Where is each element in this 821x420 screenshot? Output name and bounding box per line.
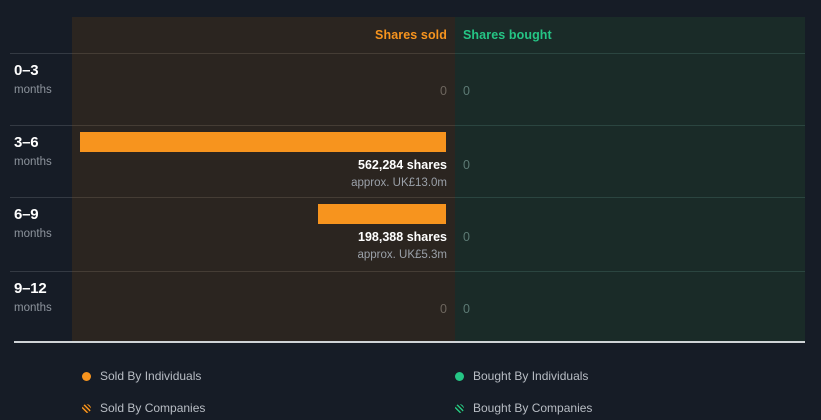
shares-sold-value: 562,284 shares [358, 158, 447, 172]
legend-hatched-dot-icon [82, 404, 91, 413]
chart-legend: Sold By Individuals Sold By Companies Boug… [0, 360, 821, 420]
row-category-unit: months [14, 228, 52, 240]
row-divider [10, 53, 72, 54]
table-row[interactable]: 3–6 months 562,284 shares approx. UK£13.0m 0 [0, 125, 821, 197]
shares-sold-value: 198,388 shares [358, 230, 447, 244]
row-category-unit: months [14, 302, 52, 314]
row-divider [10, 125, 72, 126]
row-category-label: 3–6 [14, 134, 39, 151]
table-row[interactable]: 6–9 months 198,388 shares approx. UK£5.3m 0 [0, 197, 821, 271]
table-row[interactable]: 9–12 months 0 0 [0, 271, 821, 341]
row-divider [10, 197, 72, 198]
row-divider [455, 125, 805, 126]
legend-item[interactable]: Bought By Companies [455, 400, 592, 416]
legend-item-label: Sold By Individuals [100, 369, 202, 383]
legend-dot-icon [82, 372, 91, 381]
shares-bought-column-panel [455, 17, 805, 341]
shares-sold-value: 0 [440, 84, 447, 98]
row-divider [10, 271, 72, 272]
shares-bought-value: 0 [463, 84, 470, 98]
row-divider [72, 125, 455, 126]
legend-item[interactable]: Sold By Companies [82, 400, 205, 416]
row-divider [72, 271, 455, 272]
shares-sold-approx-value: approx. UK£13.0m [351, 177, 447, 189]
row-category-label: 6–9 [14, 206, 39, 223]
row-divider [72, 197, 455, 198]
row-divider [72, 53, 455, 54]
chart-header: Shares sold Shares bought [0, 17, 821, 53]
shares-sold-bar[interactable] [80, 132, 446, 152]
row-category-unit: months [14, 84, 52, 96]
row-category-label: 9–12 [14, 280, 47, 297]
shares-bought-value: 0 [463, 158, 470, 172]
row-category-unit: months [14, 156, 52, 168]
column-header-shares-sold: Shares sold [375, 28, 447, 42]
legend-item-label: Bought By Companies [473, 401, 593, 415]
legend-dot-icon [455, 372, 464, 381]
row-divider [455, 197, 805, 198]
legend-item-label: Sold By Companies [100, 401, 206, 415]
chart-bottom-separator [14, 341, 805, 343]
shares-bought-value: 0 [463, 302, 470, 316]
table-row[interactable]: 0–3 months 0 0 [0, 53, 821, 125]
legend-item[interactable]: Sold By Individuals [82, 368, 201, 384]
row-category-label: 0–3 [14, 62, 39, 79]
row-divider [455, 53, 805, 54]
legend-item[interactable]: Bought By Individuals [455, 368, 588, 384]
column-header-shares-bought: Shares bought [463, 28, 552, 42]
legend-hatched-dot-icon [455, 404, 464, 413]
shares-bought-value: 0 [463, 230, 470, 244]
shares-sold-value: 0 [440, 302, 447, 316]
row-divider [455, 271, 805, 272]
legend-item-label: Bought By Individuals [473, 369, 589, 383]
shares-sold-bar[interactable] [318, 204, 446, 224]
shares-sold-approx-value: approx. UK£5.3m [357, 249, 448, 261]
shares-sold-column-panel [72, 17, 455, 341]
